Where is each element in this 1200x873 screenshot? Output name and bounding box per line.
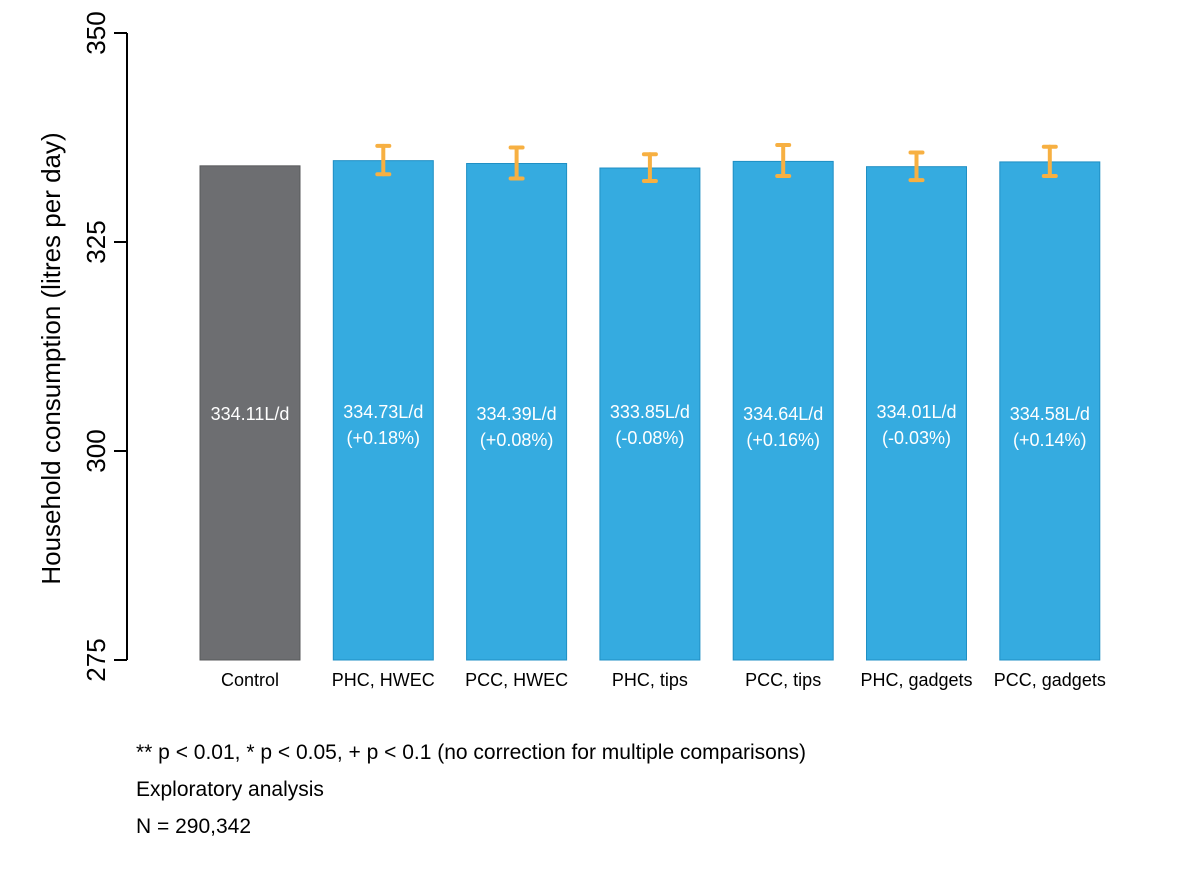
footnotes: ** p < 0.01, * p < 0.05, + p < 0.1 (no c… [136, 734, 806, 845]
x-tick-label-4: PHC, tips [612, 670, 688, 690]
bar-4 [599, 167, 701, 661]
value-label-2: 334.73L/d [343, 402, 423, 422]
change-label-7: (+0.14%) [1013, 430, 1087, 450]
value-label-3: 334.39L/d [477, 404, 557, 424]
bar-3 [466, 162, 568, 661]
change-label-3: (+0.08%) [480, 430, 554, 450]
value-label-6: 334.01L/d [876, 402, 956, 422]
y-tick-label-300: 300 [81, 429, 111, 472]
change-label-4: (-0.08%) [615, 428, 684, 448]
error-bar-2 [375, 143, 392, 177]
bar-2 [332, 160, 434, 661]
error-bar-3 [508, 145, 525, 181]
bar-6 [866, 166, 967, 661]
bar-7 [999, 161, 1101, 661]
value-label-4: 333.85L/d [610, 402, 690, 422]
change-label-5: (+0.16%) [746, 430, 820, 450]
x-tick-label-6: PHC, gadgets [860, 670, 972, 690]
value-label-1: 334.11L/d [211, 404, 290, 424]
bar-5 [732, 160, 834, 661]
y-tick-label-325: 325 [81, 220, 111, 263]
bar-1 [199, 165, 301, 661]
error-bar-6 [908, 150, 925, 183]
x-tick-label-5: PCC, tips [745, 670, 821, 690]
x-tick-label-1: Control [221, 670, 279, 690]
bar-chart: 275 300 325 350 Household consumption (litre… [36, 11, 1106, 690]
change-label-2: (+0.18%) [347, 428, 421, 448]
y-tick-label-350: 350 [81, 11, 111, 54]
y-tick-label-275: 275 [81, 638, 111, 681]
value-label-7: 334.58L/d [1010, 404, 1090, 424]
y-axis-title: Household consumption (litres per day) [36, 132, 66, 584]
sample-size-note: N = 290,342 [136, 815, 252, 838]
analysis-note: Exploratory analysis [136, 778, 324, 801]
x-tick-label-3: PCC, HWEC [465, 670, 568, 690]
x-tick-label-2: PHC, HWEC [332, 670, 435, 690]
error-bar-7 [1041, 144, 1058, 178]
error-bar-5 [775, 143, 792, 178]
change-label-6: (-0.03%) [882, 428, 951, 448]
significance-note: ** p < 0.01, * p < 0.05, + p < 0.1 (no c… [136, 741, 807, 764]
value-label-5: 334.64L/d [743, 404, 823, 424]
error-bar-4 [641, 152, 658, 183]
x-tick-label-7: PCC, gadgets [994, 670, 1106, 690]
